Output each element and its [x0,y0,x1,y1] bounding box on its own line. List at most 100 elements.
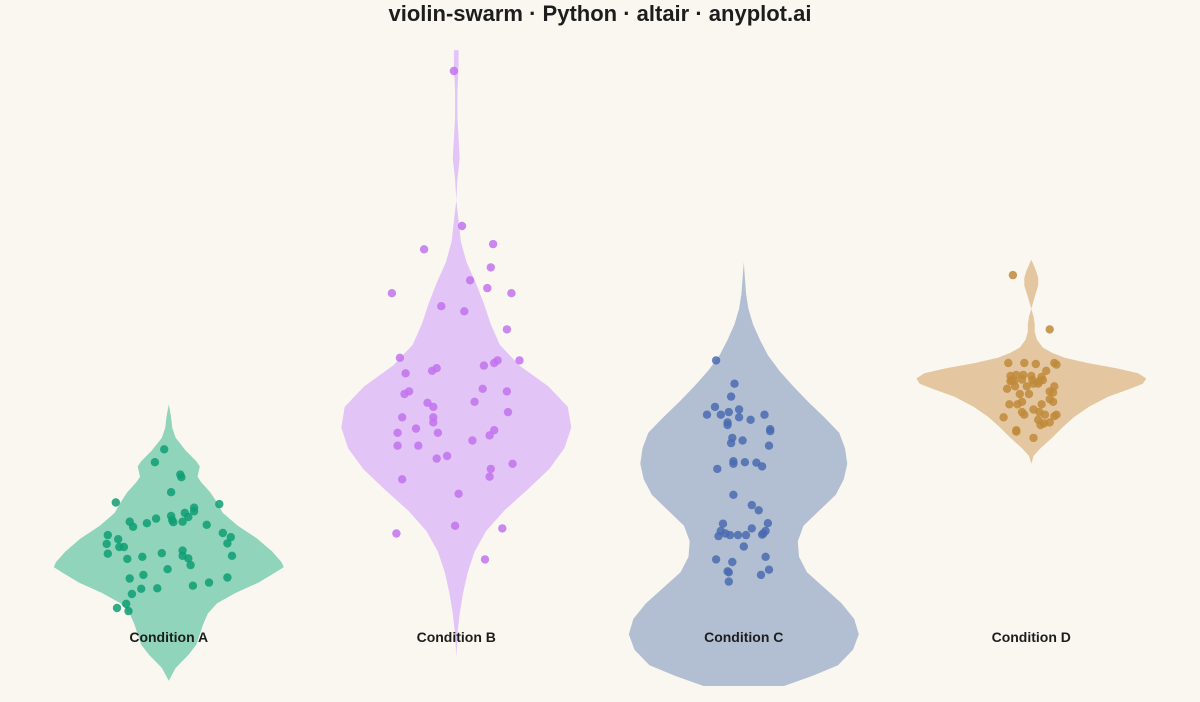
category-label-condition-a: Condition A [129,629,208,645]
category-label-condition-c: Condition C [704,629,783,645]
point-condition-b-33 [485,431,494,440]
point-condition-d-21 [1034,379,1043,388]
point-condition-c-28 [763,519,773,528]
point-condition-b-24 [470,397,479,406]
swarm-point-layer [102,66,1061,616]
point-condition-a-40 [223,573,232,582]
point-condition-a-21 [226,533,235,542]
violin-condition-b [341,50,572,658]
point-condition-b-26 [429,402,438,412]
point-condition-a-0 [150,458,160,467]
point-condition-b-38 [414,441,423,450]
point-condition-b-15 [490,358,499,368]
point-condition-c-3 [710,402,720,412]
point-condition-a-9 [189,507,199,516]
point-condition-c-2 [726,392,736,401]
point-condition-c-17 [726,438,736,448]
point-condition-d-42 [999,413,1008,422]
point-condition-b-43 [485,472,494,481]
point-condition-b-47 [498,524,507,533]
point-condition-b-37 [393,441,402,450]
point-condition-a-43 [137,584,146,593]
point-condition-a-44 [127,589,137,599]
point-condition-c-16 [738,436,747,445]
point-condition-a-16 [178,517,187,526]
point-condition-a-15 [151,514,161,523]
point-condition-c-1 [730,379,739,388]
point-condition-a-34 [123,554,132,564]
category-label-layer: Condition A Condition B Condition C Conditi… [129,629,1071,645]
point-condition-d-33 [1037,400,1046,409]
point-condition-c-36 [725,530,735,540]
point-condition-b-11 [502,325,512,334]
point-condition-c-41 [761,552,770,561]
point-condition-a-4 [166,488,176,497]
point-condition-b-36 [468,436,477,445]
point-condition-c-20 [740,458,750,467]
point-condition-a-27 [119,542,129,552]
point-condition-b-7 [507,289,516,298]
point-condition-b-0 [449,66,459,76]
point-condition-d-3 [1020,358,1029,368]
chart-title: violin-swarm · Python · altair · anyplot… [388,1,812,26]
category-label-condition-d: Condition D [992,629,1071,645]
point-condition-a-22 [103,530,113,540]
point-condition-b-35 [393,428,402,437]
point-condition-c-21 [729,459,738,468]
point-condition-a-48 [124,606,133,616]
point-condition-d-49 [1012,427,1021,436]
point-condition-a-33 [227,551,237,560]
point-condition-c-6 [760,410,769,419]
point-condition-b-25 [423,398,432,407]
point-condition-a-25 [102,539,111,549]
point-condition-b-46 [450,521,460,530]
point-condition-d-31 [1048,397,1058,406]
point-condition-a-37 [163,565,172,574]
point-condition-b-20 [478,384,487,393]
point-condition-c-42 [711,555,721,564]
point-condition-b-23 [400,389,409,399]
point-condition-d-13 [1017,375,1027,384]
point-condition-c-7 [716,410,725,419]
point-condition-b-45 [454,489,463,498]
point-condition-b-3 [419,245,429,254]
violin-condition-a [53,404,284,681]
point-condition-c-37 [741,530,751,540]
point-condition-b-9 [437,302,446,311]
point-condition-c-29 [718,519,728,528]
point-condition-b-10 [460,307,469,316]
point-condition-b-49 [480,555,490,564]
point-condition-a-38 [139,570,148,580]
point-condition-d-1 [1045,325,1054,334]
point-condition-d-35 [1013,400,1022,409]
point-condition-b-1 [457,221,467,231]
point-condition-b-5 [465,276,475,285]
point-condition-a-46 [122,599,131,608]
point-condition-b-2 [488,239,498,249]
point-condition-b-30 [429,418,438,427]
point-condition-d-24 [1002,384,1012,393]
point-condition-c-47 [756,570,766,580]
point-condition-c-40 [739,542,748,551]
point-condition-a-1 [160,445,169,454]
point-condition-c-8 [734,413,744,422]
point-condition-a-29 [138,552,147,561]
point-condition-a-47 [112,603,122,613]
point-condition-d-34 [1005,400,1014,409]
point-condition-a-18 [202,520,211,529]
point-condition-b-48 [392,529,401,538]
point-condition-b-6 [483,283,492,293]
point-condition-c-48 [724,577,733,586]
point-condition-b-34 [433,428,443,437]
point-condition-c-9 [702,410,712,419]
violin-layer [53,50,1147,686]
point-condition-b-32 [411,424,421,433]
point-condition-c-26 [747,500,756,510]
point-condition-b-19 [427,366,437,375]
point-condition-c-43 [728,557,737,567]
point-condition-d-7 [1042,366,1051,375]
point-condition-a-41 [204,578,214,587]
point-condition-a-11 [184,512,193,522]
point-condition-a-24 [114,535,123,544]
